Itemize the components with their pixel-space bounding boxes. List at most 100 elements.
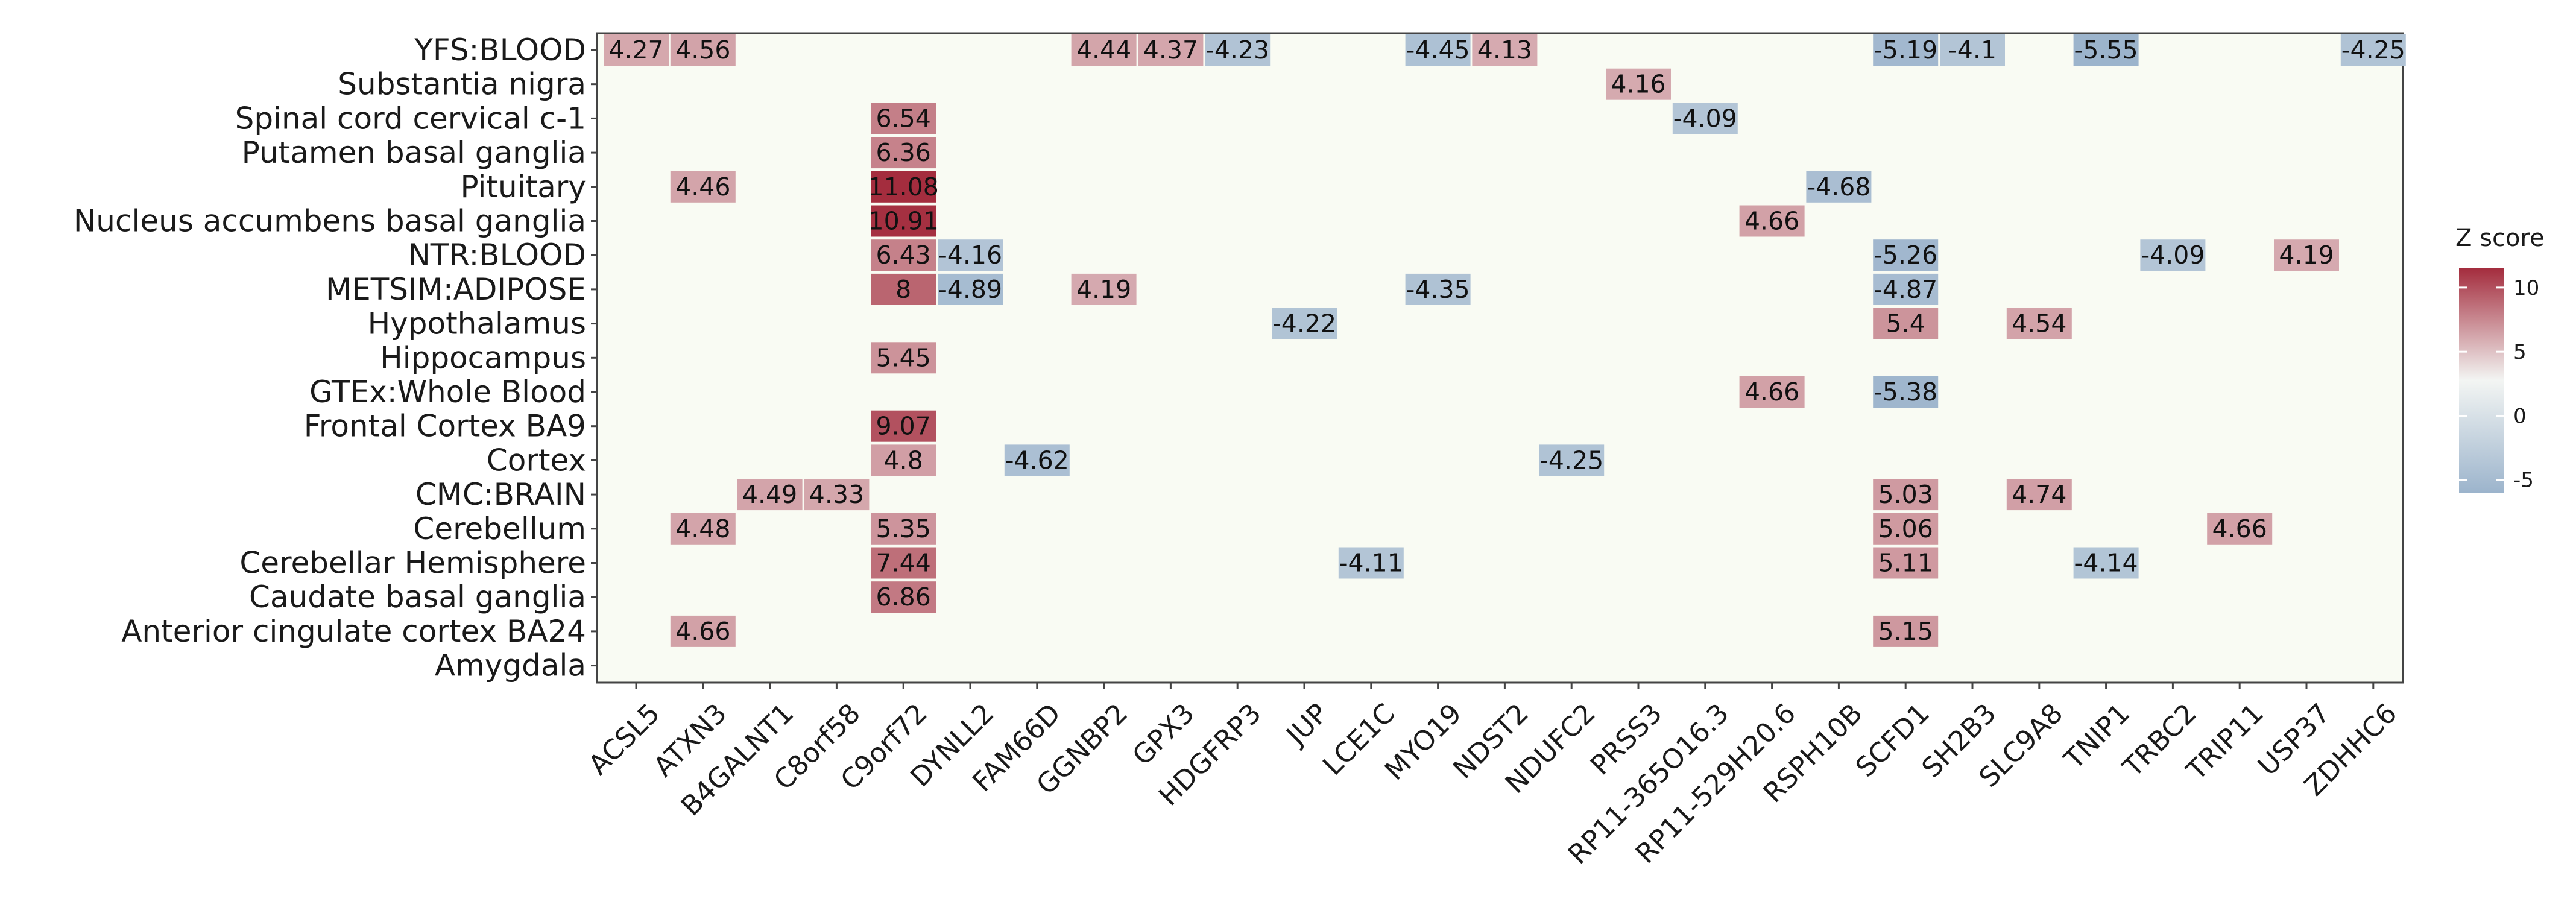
cell-value-label: 4.49 (742, 480, 797, 509)
heatmap-cell-cerebellar-hemisphere-scfd1 (1873, 547, 1939, 579)
heatmap-cell-ntr-blood-c9orf72 (871, 239, 936, 271)
heatmap-cell-cerebellar-hemisphere-c9orf72 (871, 547, 936, 579)
heatmap-cell-spinal-cord-cervical-c-1-rp11-365o16-3 (1672, 103, 1738, 134)
row-label-putamen-basal-ganglia: Putamen basal ganglia (242, 135, 586, 170)
cell-value-label: 5.45 (876, 343, 931, 372)
heatmap-cell-cerebellar-hemisphere-lce1c (1338, 547, 1404, 579)
heatmap-cell-gtex-whole-blood-scfd1 (1873, 376, 1939, 408)
cell-value-label: -4.89 (938, 275, 1002, 304)
cell-value-label: 5.15 (1878, 617, 1933, 646)
cell-value-label: 11.08 (868, 172, 939, 201)
heatmap-cell-caudate-basal-ganglia-c9orf72 (871, 581, 936, 613)
row-label-cortex: Cortex (487, 443, 586, 478)
cell-value-label: 4.66 (675, 617, 730, 646)
cell-value-label: 4.66 (1744, 377, 1799, 406)
column-label-myo19: MYO19 (1378, 697, 1468, 786)
column-label-jup: JUP (1279, 697, 1334, 752)
cell-value-label: 4.54 (2012, 309, 2066, 338)
cell-value-label: 7.44 (876, 549, 931, 578)
heatmap-cell-substantia-nigra-prss3 (1606, 68, 1671, 100)
heatmap-cell-hypothalamus-slc9a8 (2006, 308, 2072, 339)
row-label-caudate-basal-ganglia: Caudate basal ganglia (249, 579, 586, 614)
cell-value-label: -4.62 (1005, 446, 1069, 475)
legend-tick-label: -5 (2513, 469, 2534, 493)
row-label-metsim-adipose: METSIM:ADIPOSE (326, 272, 586, 307)
heatmap-cell-anterior-cingulate-cortex-ba24-atxn3 (670, 615, 736, 647)
cell-value-label: -4.45 (1406, 36, 1470, 65)
heatmap-cell-yfs-blood-zdhhc6 (2340, 34, 2406, 66)
heatmap-cell-cortex-c9orf72 (871, 444, 936, 476)
heatmap-cell-putamen-basal-ganglia-c9orf72 (871, 137, 936, 169)
legend-tick-label: 5 (2513, 340, 2527, 364)
cell-value-label: 4.19 (2279, 241, 2334, 270)
cell-value-label: -4.22 (1272, 309, 1336, 338)
heatmap-cell-ntr-blood-dynll2 (938, 239, 1003, 271)
heatmap-cell-metsim-adipose-myo19 (1405, 273, 1471, 305)
heatmap-cell-ntr-blood-trbc2 (2140, 239, 2206, 271)
row-label-cerebellum: Cerebellum (413, 511, 586, 546)
cell-value-label: 4.44 (1076, 36, 1131, 65)
legend-tick-label: 0 (2513, 404, 2527, 428)
cell-value-label: 6.36 (876, 138, 931, 167)
row-label-spinal-cord-cervical-c-1: Spinal cord cervical c-1 (235, 101, 586, 136)
heatmap-cell-cerebellum-atxn3 (670, 513, 736, 545)
heatmap-cell-cerebellum-trip11 (2207, 513, 2273, 545)
cell-value-label: 10.91 (868, 207, 939, 236)
row-label-cerebellar-hemisphere: Cerebellar Hemisphere (239, 546, 586, 581)
heatmap-cell-pituitary-rsph10b (1806, 171, 1872, 203)
cell-value-label: -4.35 (1406, 275, 1470, 304)
heatmap-cell-yfs-blood-atxn3 (670, 34, 736, 66)
cell-value-label: 4.16 (1611, 70, 1665, 99)
row-label-substantia-nigra: Substantia nigra (338, 67, 586, 102)
cell-value-label: 4.13 (1477, 36, 1532, 65)
heatmap-cell-cerebellum-scfd1 (1873, 513, 1939, 545)
cell-value-label: 9.07 (876, 412, 931, 441)
cell-value-label: 4.48 (675, 514, 730, 543)
heatmap-cell-yfs-blood-hdgfrp3 (1205, 34, 1271, 66)
cell-value-label: 5.06 (1878, 514, 1933, 543)
cell-value-label: 6.86 (876, 583, 931, 611)
cell-value-label: 8 (895, 275, 911, 304)
row-label-pituitary: Pituitary (460, 169, 586, 204)
cell-value-label: 5.11 (1878, 549, 1933, 578)
cell-value-label: 5.35 (876, 514, 931, 543)
heatmap-cell-yfs-blood-sh2b3 (1940, 34, 2005, 66)
cell-value-label: -4.25 (1539, 446, 1603, 475)
legend-title: Z score (2455, 224, 2545, 252)
column-label-scfd1: SCFD1 (1849, 697, 1936, 783)
heatmap-cell-yfs-blood-tnip1 (2073, 34, 2139, 66)
column-labels: ACSL5ATXN3B4GALNT1C8orf58C9orf72DYNLL2FA… (582, 683, 2403, 870)
cell-value-label: -4.14 (2074, 549, 2138, 578)
heatmap-cell-metsim-adipose-ggnbp2 (1071, 273, 1137, 305)
heatmap-cell-metsim-adipose-c9orf72 (871, 273, 936, 305)
heatmap-cell-ntr-blood-scfd1 (1873, 239, 1939, 271)
heatmap-cell-pituitary-atxn3 (670, 171, 736, 203)
cell-value-label: 4.46 (675, 172, 730, 201)
row-label-hippocampus: Hippocampus (380, 340, 586, 375)
heatmap-cell-yfs-blood-ndst2 (1472, 34, 1538, 66)
heatmap-cell-hypothalamus-scfd1 (1873, 308, 1939, 339)
legend-color-bar (2459, 268, 2504, 493)
row-label-frontal-cortex-ba9: Frontal Cortex BA9 (304, 409, 586, 444)
heatmap-cell-yfs-blood-myo19 (1405, 34, 1471, 66)
row-label-gtex-whole-blood: GTEx:Whole Blood (309, 374, 586, 409)
row-label-cmc-brain: CMC:BRAIN (415, 477, 586, 512)
cell-value-label: -4.23 (1205, 36, 1269, 65)
row-label-hypothalamus: Hypothalamus (368, 306, 586, 341)
heatmap-cell-nucleus-accumbens-basal-ganglia-rp11-529h20-6 (1739, 205, 1805, 237)
cell-value-label: 4.37 (1143, 36, 1198, 65)
heatmap-cell-yfs-blood-gpx3 (1138, 34, 1204, 66)
column-label-acsl5: ACSL5 (582, 697, 666, 781)
cell-value-label: 4.33 (809, 480, 864, 509)
cell-value-label: -4.1 (1948, 36, 1997, 65)
heatmap-cell-nucleus-accumbens-basal-ganglia-c9orf72 (871, 205, 936, 237)
heatmap-cell-cerebellar-hemisphere-tnip1 (2073, 547, 2139, 579)
heatmap-cell-yfs-blood-scfd1 (1873, 34, 1939, 66)
cell-value-label: -5.55 (2074, 36, 2138, 65)
color-legend: Z score 10 5 0 -5 (2455, 224, 2545, 493)
cell-value-label: -5.26 (1874, 241, 1937, 270)
cell-value-label: -4.16 (938, 241, 1002, 270)
heatmap-cell-frontal-cortex-ba9-c9orf72 (871, 410, 936, 442)
